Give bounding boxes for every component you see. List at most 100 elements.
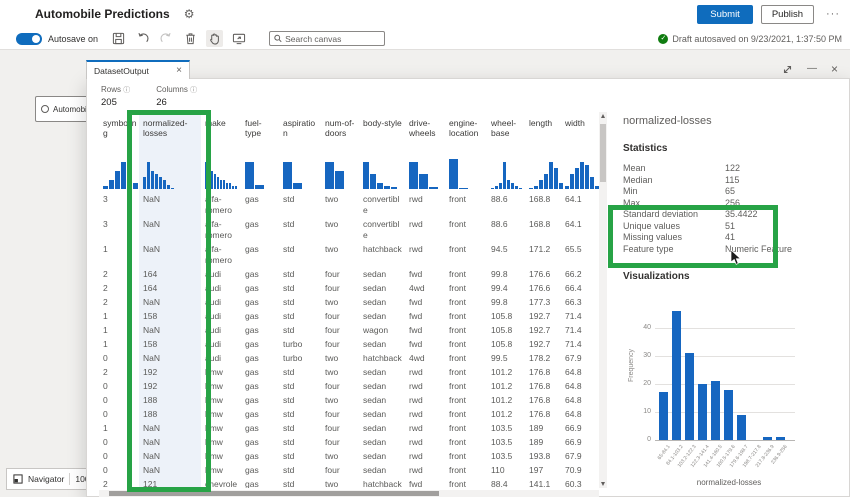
column-header-normalized-losses[interactable]: normalized-losses xyxy=(139,112,201,192)
table-cell: four xyxy=(325,423,340,433)
table-cell: 0 xyxy=(103,465,108,475)
table-row[interactable]: 2 192 bmw gas std two sedan rwd front 101.2 176.8 6… xyxy=(99,365,599,379)
table-row[interactable]: 1 158 audi gas turbo four sedan fwd front 105.8 19… xyxy=(99,337,599,351)
column-header-body-style[interactable]: body-style xyxy=(359,112,405,192)
table-cell: 177.3 xyxy=(529,297,551,307)
table-row[interactable]: 2 NaN audi gas std two sedan fwd front 99.8 177.3 6… xyxy=(99,295,599,309)
table-cell: 0 xyxy=(103,451,108,461)
tab-close-icon[interactable]: × xyxy=(176,64,182,76)
scroll-down-icon[interactable] xyxy=(600,482,605,486)
column-header-drive-wheels[interactable]: drive-wheels xyxy=(405,112,445,192)
scroll-up-icon[interactable] xyxy=(601,114,605,118)
table-cell: 0 xyxy=(103,381,108,391)
table-cell: 66.2 xyxy=(565,269,582,279)
table-cell: 4wd xyxy=(409,353,425,363)
submit-button[interactable]: Submit xyxy=(697,4,753,24)
table-cell: sedan xyxy=(363,311,387,321)
mouse-cursor xyxy=(730,250,742,265)
table-row[interactable]: 0 NaN audi gas turbo two hatchback 4wd front 99.5… xyxy=(99,351,599,365)
settings-gear-icon[interactable]: ⚙ xyxy=(183,7,195,21)
tab-dataset-output[interactable]: DatasetOutput × xyxy=(86,60,190,79)
more-options-icon[interactable]: ··· xyxy=(826,8,840,20)
pipeline-title: Automobile Predictions xyxy=(35,7,170,21)
stat-value: Numeric Feature xyxy=(725,243,793,254)
column-header-num-of-doors[interactable]: num-of-doors xyxy=(321,112,359,192)
table-cell: front xyxy=(449,353,467,363)
column-header-aspiration[interactable]: aspiration xyxy=(279,112,321,192)
stat-row: Feature type Numeric Feature xyxy=(623,244,841,256)
table-cell: 105.8 xyxy=(491,325,513,335)
fit-to-screen-icon[interactable] xyxy=(230,30,247,47)
redo-icon[interactable] xyxy=(158,30,175,47)
table-cell: 1 xyxy=(103,423,108,433)
table-row[interactable]: 0 NaN bmw gas std two sedan rwd front 103.5 193.8 6… xyxy=(99,449,599,463)
search-input[interactable] xyxy=(285,33,381,44)
vertical-scrollbar-thumb[interactable] xyxy=(600,124,606,182)
pan-hand-icon[interactable] xyxy=(206,30,224,47)
table-row[interactable]: 1 NaN alfa-romero gas std two hatchback rwd fron… xyxy=(99,242,599,267)
column-header-wheel-base[interactable]: wheel-base xyxy=(487,112,525,192)
column-label: engine-location xyxy=(449,118,479,138)
table-cell: chevrolet xyxy=(205,479,238,488)
vertical-scrollbar[interactable] xyxy=(599,112,607,488)
table-cell: 64.8 xyxy=(565,409,582,419)
undo-icon[interactable] xyxy=(134,30,151,47)
table-cell: two xyxy=(325,297,339,307)
table-row[interactable]: 0 NaN bmw gas std four sedan rwd front 110 197 70.9 xyxy=(99,463,599,477)
table-row[interactable]: 3 NaN alfa-romero gas std two convertible rwd fr… xyxy=(99,192,599,217)
table-cell: front xyxy=(449,269,467,279)
column-header-width[interactable]: width xyxy=(561,112,599,192)
table-row[interactable]: 0 188 bmw gas std four sedan rwd front 101.2 176.8… xyxy=(99,407,599,421)
table-cell: 3 xyxy=(103,219,108,229)
table-row[interactable]: 0 188 bmw gas std two sedan rwd front 101.2 176.8 6… xyxy=(99,393,599,407)
table-cell: two xyxy=(325,451,339,461)
close-icon[interactable]: × xyxy=(830,62,838,76)
dataset-output-modal: DatasetOutput × — × Rows ⓘ 205 Columns ⓘ… xyxy=(86,60,850,497)
stat-row: Standard deviation 35.4422 xyxy=(623,209,841,221)
table-row[interactable]: 0 192 bmw gas std four sedan rwd front 101.2 176.8… xyxy=(99,379,599,393)
table-cell: four xyxy=(325,409,340,419)
table-cell: 3 xyxy=(103,194,108,204)
table-cell: gas xyxy=(245,244,259,254)
table-cell: 99.5 xyxy=(491,353,508,363)
autosave-toggle[interactable] xyxy=(16,32,42,45)
table-row[interactable]: 2 164 audi gas std four sedan 4wd front 99.4 176.6… xyxy=(99,281,599,295)
y-tick-label: 30 xyxy=(643,352,651,359)
expand-icon[interactable] xyxy=(782,64,793,75)
stat-label: Median xyxy=(623,174,653,185)
table-row[interactable]: 1 158 audi gas std four sedan fwd front 105.8 192.… xyxy=(99,309,599,323)
toggle-knob xyxy=(32,34,40,43)
publish-button[interactable]: Publish xyxy=(760,4,814,24)
column-header-length[interactable]: length xyxy=(525,112,563,192)
table-cell: hatchback xyxy=(363,353,402,363)
table-row[interactable]: 1 NaN audi gas std four wagon fwd front 105.8 192.… xyxy=(99,323,599,337)
column-mini-histogram xyxy=(529,158,563,190)
table-cell: sedan xyxy=(363,339,387,349)
pipeline-node-automobile[interactable]: Automobile xyxy=(35,96,91,122)
canvas-search-box[interactable] xyxy=(269,31,386,46)
table-cell: sedan xyxy=(363,395,387,405)
minimize-icon[interactable]: — xyxy=(806,63,817,74)
horizontal-scrollbar-thumb[interactable] xyxy=(109,491,439,496)
table-cell: 110 xyxy=(491,465,505,475)
table-header-row: symboling normalized-losses make fuel-type a… xyxy=(99,112,599,192)
table-cell: two xyxy=(325,244,339,254)
table-row[interactable]: 2 164 audi gas std four sedan fwd front 99.8 176.6… xyxy=(99,267,599,281)
node-label: Automobile xyxy=(53,104,91,114)
horizontal-scrollbar[interactable] xyxy=(99,490,599,497)
delete-icon[interactable] xyxy=(182,30,199,47)
column-header-make[interactable]: make xyxy=(201,112,241,192)
column-header-fuel-type[interactable]: fuel-type xyxy=(241,112,279,192)
table-row[interactable]: 3 NaN alfa-romero gas std two convertible rwd fr… xyxy=(99,217,599,242)
save-icon[interactable] xyxy=(110,30,127,47)
table-row[interactable]: 1 NaN bmw gas std four sedan rwd front 103.5 189 66… xyxy=(99,421,599,435)
table-cell: 1 xyxy=(103,325,108,335)
column-header-symboling[interactable]: symboling xyxy=(99,112,139,192)
table-cell: 2 xyxy=(103,367,108,377)
table-row[interactable]: 0 NaN bmw gas std four sedan rwd front 103.5 189 66… xyxy=(99,435,599,449)
table-row[interactable]: 2 121 chevrolet gas std two hatchback fwd front 8… xyxy=(99,477,599,488)
column-header-engine-location[interactable]: engine-location xyxy=(445,112,487,192)
table-cell: 0 xyxy=(103,395,108,405)
table-cell: rwd xyxy=(409,437,423,447)
table-cell: 189 xyxy=(529,423,544,433)
